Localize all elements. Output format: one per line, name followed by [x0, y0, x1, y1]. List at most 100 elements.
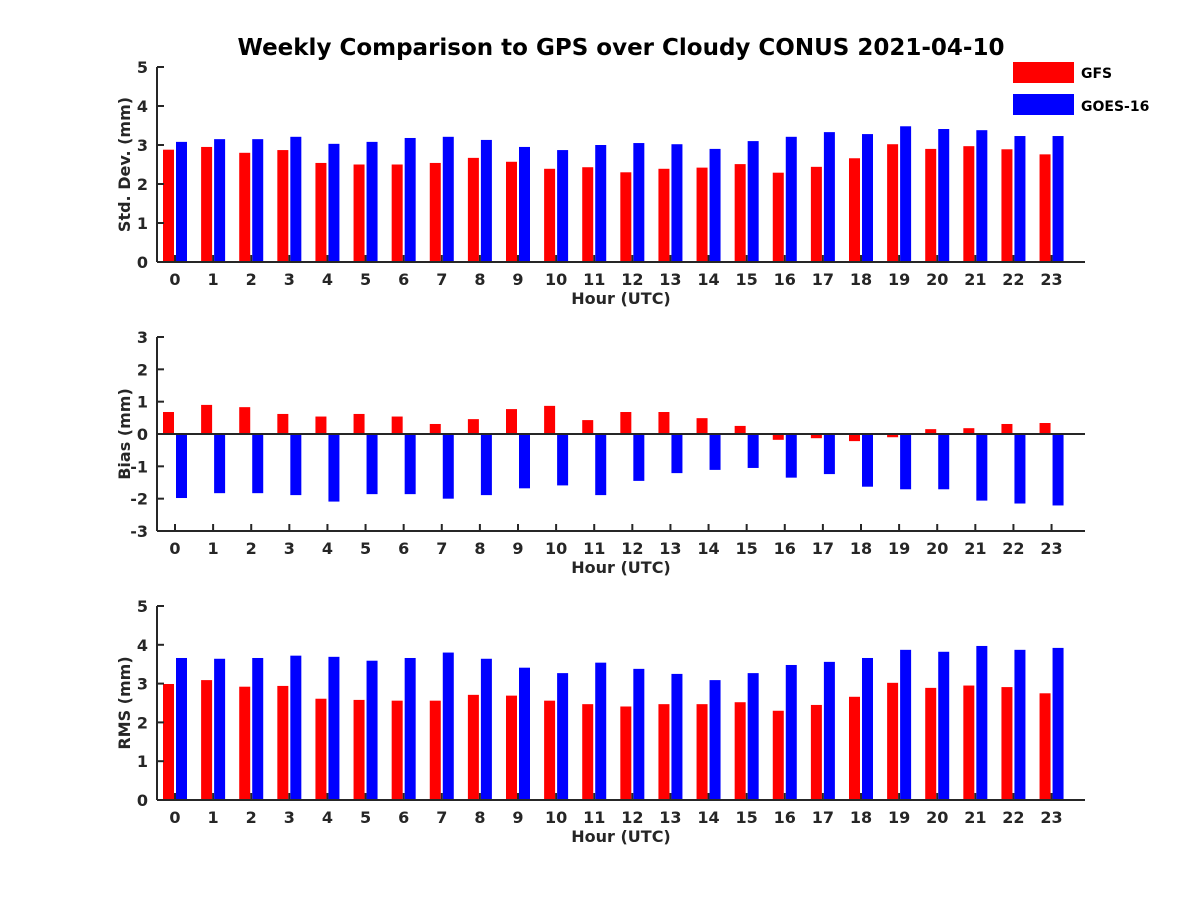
- bar-bias-goes16-23: [1052, 434, 1064, 506]
- bar-bias-goes16-20: [938, 434, 950, 490]
- rms-x-tick-label: 0: [169, 808, 180, 827]
- bar-bias-gfs-13: [658, 412, 670, 434]
- std-dev-x-axis-label: Hour (UTC): [571, 289, 671, 308]
- bar-bias-gfs-21: [963, 428, 975, 434]
- bar-rms-goes16-21: [976, 645, 988, 800]
- bar-stddev-goes16-5: [366, 141, 378, 262]
- std-dev-x-tick-label: 13: [659, 270, 681, 289]
- bar-rms-gfs-12: [620, 706, 632, 800]
- bar-bias-gfs-1: [201, 404, 213, 434]
- rms-x-tick-label: 2: [246, 808, 257, 827]
- std-dev-y-tick-label: 0: [137, 253, 148, 272]
- bar-stddev-gfs-22: [1001, 149, 1013, 262]
- bar-stddev-gfs-23: [1039, 154, 1051, 262]
- bar-bias-gfs-5: [353, 413, 365, 434]
- bar-stddev-goes16-9: [519, 146, 530, 262]
- bar-rms-gfs-0: [163, 683, 174, 800]
- bar-rms-goes16-15: [747, 673, 759, 800]
- bar-stddev-goes16-0: [176, 141, 187, 262]
- bar-rms-gfs-4: [315, 698, 327, 800]
- bar-stddev-gfs-17: [810, 166, 822, 262]
- std-dev-x-tick-label: 18: [850, 270, 872, 289]
- bar-stddev-goes16-10: [557, 150, 569, 262]
- bar-rms-goes16-17: [823, 661, 835, 800]
- bar-stddev-gfs-4: [315, 162, 327, 262]
- bar-bias-goes16-7: [442, 434, 454, 499]
- bar-stddev-gfs-11: [582, 167, 594, 262]
- bar-rms-goes16-7: [442, 652, 454, 800]
- bar-bias-gfs-2: [239, 407, 251, 434]
- bias-x-tick-label: 9: [512, 539, 523, 558]
- bias-x-tick-label: 23: [1040, 539, 1062, 558]
- bias-x-tick-label: 11: [583, 539, 605, 558]
- bar-stddev-goes16-11: [595, 145, 607, 262]
- std-dev-x-tick-label: 4: [322, 270, 333, 289]
- rms-x-tick-label: 9: [512, 808, 523, 827]
- std-dev-x-tick-label: 0: [169, 270, 180, 289]
- bar-bias-gfs-10: [544, 405, 556, 434]
- rms-x-tick-label: 3: [284, 808, 295, 827]
- bar-stddev-goes16-13: [671, 144, 683, 262]
- bar-rms-gfs-8: [467, 694, 479, 800]
- std-dev-y-tick-label: 3: [137, 136, 148, 155]
- bar-stddev-gfs-16: [772, 172, 784, 262]
- bar-stddev-goes16-21: [976, 130, 988, 262]
- bar-stddev-goes16-20: [938, 129, 950, 262]
- std-dev-x-tick-label: 22: [1002, 270, 1024, 289]
- bias-x-axis-label: Hour (UTC): [571, 558, 671, 577]
- bar-rms-gfs-16: [772, 710, 784, 800]
- bar-stddev-gfs-14: [696, 167, 708, 262]
- bar-bias-gfs-18: [849, 434, 860, 442]
- bar-bias-goes16-1: [214, 434, 226, 494]
- bar-stddev-gfs-5: [353, 164, 365, 262]
- std-dev-x-tick-label: 19: [888, 270, 910, 289]
- rms-y-tick-label: 1: [137, 752, 148, 771]
- bar-bias-goes16-13: [671, 434, 683, 474]
- rms-x-tick-label: 11: [583, 808, 605, 827]
- bias-x-tick-label: 4: [322, 539, 333, 558]
- bar-rms-gfs-19: [887, 682, 899, 800]
- bar-stddev-goes16-18: [862, 134, 873, 262]
- rms-x-axis-label: Hour (UTC): [571, 827, 671, 846]
- std-dev-x-tick-label: 12: [621, 270, 643, 289]
- bar-stddev-goes16-17: [823, 132, 835, 262]
- bar-bias-goes16-5: [366, 434, 378, 495]
- std-dev-y-tick-label: 2: [137, 175, 148, 194]
- bar-stddev-goes16-4: [328, 143, 340, 262]
- rms-y-tick-label: 5: [137, 597, 148, 616]
- bias-x-tick-label: 14: [697, 539, 719, 558]
- bar-rms-goes16-13: [671, 673, 683, 800]
- rms-x-tick-label: 22: [1002, 808, 1024, 827]
- bias-x-tick-label: 6: [398, 539, 409, 558]
- bias-y-tick-label: -2: [130, 490, 148, 509]
- bar-rms-goes16-16: [785, 664, 797, 800]
- bar-stddev-gfs-6: [391, 164, 403, 262]
- bar-rms-gfs-5: [353, 699, 365, 800]
- bar-rms-gfs-2: [239, 686, 251, 800]
- bias-x-tick-label: 18: [850, 539, 872, 558]
- std-dev-y-tick-label: 1: [137, 214, 148, 233]
- bar-stddev-goes16-14: [709, 148, 721, 262]
- bias-y-axis-label: Bias (mm): [115, 388, 134, 480]
- bar-rms-gfs-23: [1039, 693, 1051, 800]
- bar-stddev-goes16-23: [1052, 136, 1064, 262]
- bias-y-tick-label: 2: [137, 360, 148, 379]
- bar-stddev-goes16-7: [442, 136, 454, 262]
- std-dev-x-tick-label: 9: [512, 270, 523, 289]
- std-dev-x-tick-label: 17: [812, 270, 834, 289]
- bar-rms-goes16-1: [214, 658, 226, 800]
- bar-rms-gfs-3: [277, 685, 289, 800]
- bar-bias-gfs-22: [1001, 423, 1013, 434]
- std-dev-x-tick-label: 3: [284, 270, 295, 289]
- rms-x-tick-label: 10: [545, 808, 567, 827]
- bias-x-tick-label: 21: [964, 539, 986, 558]
- std-dev-x-tick-label: 5: [360, 270, 371, 289]
- bar-bias-gfs-23: [1039, 423, 1051, 434]
- rms-x-tick-label: 23: [1040, 808, 1062, 827]
- bar-bias-gfs-15: [734, 425, 746, 434]
- std-dev-x-tick-label: 6: [398, 270, 409, 289]
- bar-rms-goes16-9: [519, 667, 530, 800]
- bias-y-tick-label: -3: [130, 522, 148, 541]
- bar-bias-gfs-8: [467, 419, 479, 434]
